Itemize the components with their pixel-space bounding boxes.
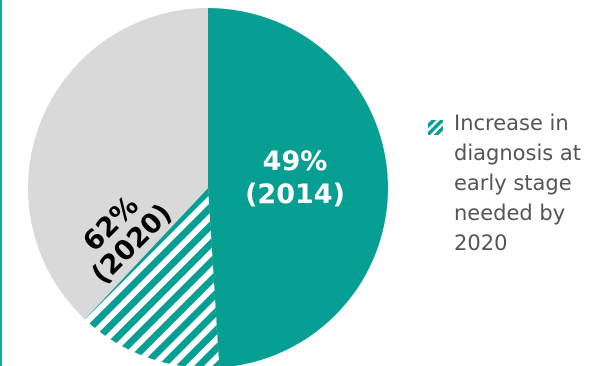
left-border (0, 0, 2, 366)
pie-slice-1 (208, 8, 388, 366)
pie-slice-3 (27, 8, 208, 320)
slice-label-49-percent: 49% (263, 146, 328, 177)
legend-label: Increase in diagnosis at early stage nee… (454, 111, 582, 255)
pie-slice-2 (84, 188, 220, 366)
legend-swatch-hatched (428, 120, 443, 135)
slice-sublabel-2014: (2014) (245, 179, 345, 210)
legend: Increase in diagnosis at early stage nee… (428, 108, 613, 288)
